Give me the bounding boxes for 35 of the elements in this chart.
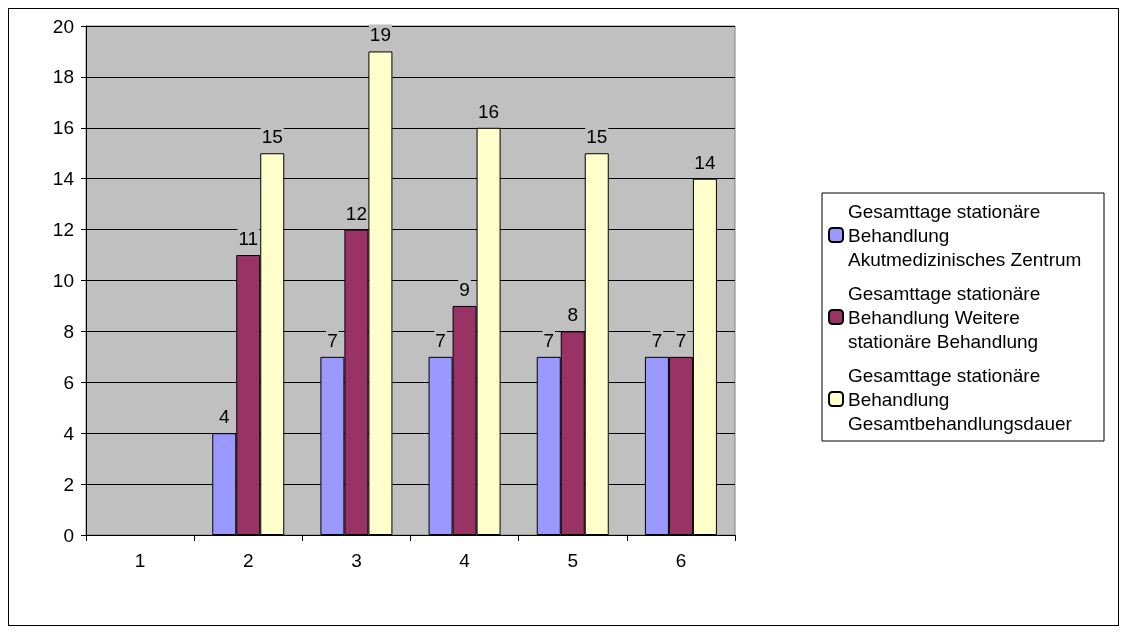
- data-label: 12: [345, 202, 367, 224]
- x-tick-label: 2: [242, 550, 254, 571]
- x-tick-label: 1: [134, 550, 146, 571]
- data-label: 16: [478, 100, 500, 122]
- data-label: 15: [261, 126, 283, 148]
- data-label: 7: [543, 329, 555, 351]
- legend-label: Gesamttage stationäre Behandlung Gesamtbehandlungsdauer: [848, 364, 1073, 434]
- legend-label: Gesamttage stationäre Behandlung Akutmedizinisches Zentrum: [848, 200, 1082, 270]
- data-label: 19: [369, 24, 391, 46]
- y-tick-label: 10: [52, 270, 74, 291]
- y-tick-label: 2: [63, 473, 74, 495]
- y-tick-label: 6: [63, 371, 74, 393]
- y-tick-label: 16: [52, 117, 74, 139]
- y-tick-label: 12: [52, 219, 74, 241]
- data-label: 9: [459, 278, 470, 300]
- data-label: 7: [435, 329, 446, 351]
- x-tick-label: 3: [351, 550, 362, 571]
- x-tick-label: 4: [459, 550, 471, 571]
- y-tick-label: 18: [52, 66, 74, 88]
- data-label: 7: [675, 329, 687, 351]
- y-tick-label: 20: [52, 15, 74, 37]
- y-tick-label: 14: [52, 168, 75, 190]
- data-label: 11: [238, 228, 259, 250]
- legend-label: Gesamttage stationäre Behandlung Weitere stationäre Behandlung: [848, 282, 1046, 352]
- data-label: 14: [694, 151, 716, 173]
- y-tick-label: 8: [63, 320, 74, 342]
- data-label: 15: [586, 126, 608, 148]
- y-tick-label: 4: [63, 422, 75, 444]
- data-label: 7: [327, 329, 338, 351]
- y-tick-label: 0: [63, 524, 74, 546]
- x-tick-label: 6: [675, 550, 687, 571]
- data-label: 4: [218, 406, 230, 428]
- data-label: 7: [651, 329, 663, 351]
- x-tick-label: 5: [567, 550, 579, 571]
- data-label: 8: [567, 304, 579, 326]
